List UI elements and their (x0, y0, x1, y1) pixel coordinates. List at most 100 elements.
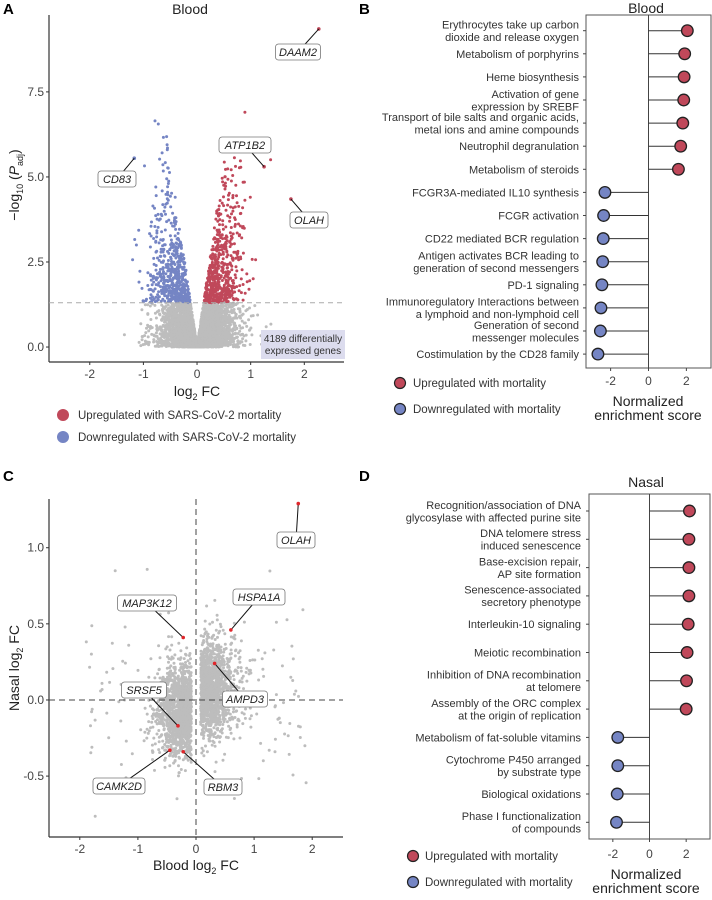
volcano-point (153, 287, 157, 291)
volcano-point (163, 294, 167, 298)
volcano-point (156, 293, 160, 297)
volcano-point (251, 277, 255, 281)
panel-a-x-tick-label: 1 (247, 367, 254, 381)
volcano-point (221, 223, 225, 227)
panel-d-letter: D (359, 468, 370, 485)
volcano-point (163, 254, 167, 258)
volcano-point (235, 201, 239, 205)
volcano-point (181, 267, 185, 271)
volcano-point (221, 252, 225, 256)
volcano-point (239, 211, 243, 215)
volcano-point (170, 330, 174, 334)
volcano-point (228, 219, 232, 223)
volcano-point (148, 304, 152, 308)
volcano-point (222, 322, 226, 326)
volcano-point (226, 203, 230, 207)
volcano-point (227, 310, 231, 314)
volcano-point (219, 338, 223, 342)
volcano-point (173, 322, 177, 326)
panel-c-letter: C (3, 468, 14, 485)
volcano-point (226, 253, 230, 257)
volcano-point (225, 324, 229, 328)
volcano-point (241, 304, 245, 308)
volcano-point (186, 299, 189, 303)
volcano-point (179, 297, 183, 301)
volcano-point (231, 209, 235, 213)
volcano-point (145, 326, 148, 330)
volcano-point (162, 209, 166, 213)
panel-b-title: Blood (628, 0, 664, 16)
volcano-point (222, 276, 226, 280)
volcano-point (159, 279, 163, 283)
volcano-point (241, 337, 245, 341)
volcano-point (234, 265, 238, 269)
volcano-point (171, 224, 175, 228)
volcano-point (170, 324, 173, 328)
volcano-point (222, 204, 226, 208)
volcano-point (151, 204, 155, 208)
volcano-point (240, 268, 244, 272)
volcano-point (232, 156, 236, 160)
volcano-point (159, 250, 163, 254)
volcano-point (159, 285, 162, 289)
volcano-point (177, 272, 181, 276)
volcano-point (160, 189, 164, 193)
volcano-point (239, 277, 243, 281)
volcano-point (234, 313, 238, 316)
volcano-point (149, 224, 153, 228)
volcano-point (161, 135, 165, 139)
volcano-point (173, 195, 177, 199)
volcano-point (160, 303, 164, 307)
volcano-point (218, 245, 222, 249)
volcano-point (140, 338, 144, 342)
volcano-point (164, 212, 167, 216)
volcano-point (239, 291, 243, 295)
volcano-point (235, 231, 239, 235)
volcano-point (247, 287, 251, 291)
volcano-point (166, 198, 170, 202)
volcano-point (215, 233, 219, 237)
volcano-point (146, 340, 150, 344)
volcano-point (161, 267, 165, 271)
volcano-point (218, 298, 222, 302)
volcano-point (231, 345, 235, 349)
volcano-point (217, 253, 221, 257)
volcano-point (146, 335, 150, 339)
volcano-point (209, 306, 213, 310)
volcano-point (225, 235, 229, 239)
volcano-point (151, 289, 155, 293)
volcano-point (224, 167, 227, 171)
volcano-point (165, 135, 169, 139)
volcano-point (166, 326, 170, 330)
volcano-point (218, 223, 221, 227)
volcano-point (176, 319, 180, 323)
volcano-point (180, 334, 184, 338)
volcano-point (147, 288, 151, 292)
volcano-point (177, 227, 181, 231)
volcano-point (156, 122, 160, 126)
volcano-point (217, 327, 221, 331)
volcano-point (233, 216, 237, 220)
volcano-point (157, 290, 161, 294)
volcano-point (181, 254, 185, 257)
volcano-point (164, 192, 168, 196)
volcano-point (219, 212, 223, 216)
volcano-point (182, 256, 186, 260)
volcano-point (131, 258, 135, 262)
volcano-point (217, 264, 221, 268)
volcano-point (215, 296, 219, 300)
volcano-point (153, 303, 157, 307)
volcano-point (164, 272, 168, 276)
volcano-point (158, 332, 162, 336)
volcano-point (143, 303, 147, 307)
panel-a-y-tick-label: 5.0 (27, 170, 44, 184)
volcano-point (166, 318, 170, 322)
volcano-point (169, 257, 173, 261)
volcano-point (162, 270, 165, 274)
volcano-point (181, 283, 185, 287)
volcano-point (222, 263, 226, 267)
volcano-point (149, 318, 153, 321)
volcano-point (234, 164, 237, 168)
volcano-point (158, 157, 162, 161)
